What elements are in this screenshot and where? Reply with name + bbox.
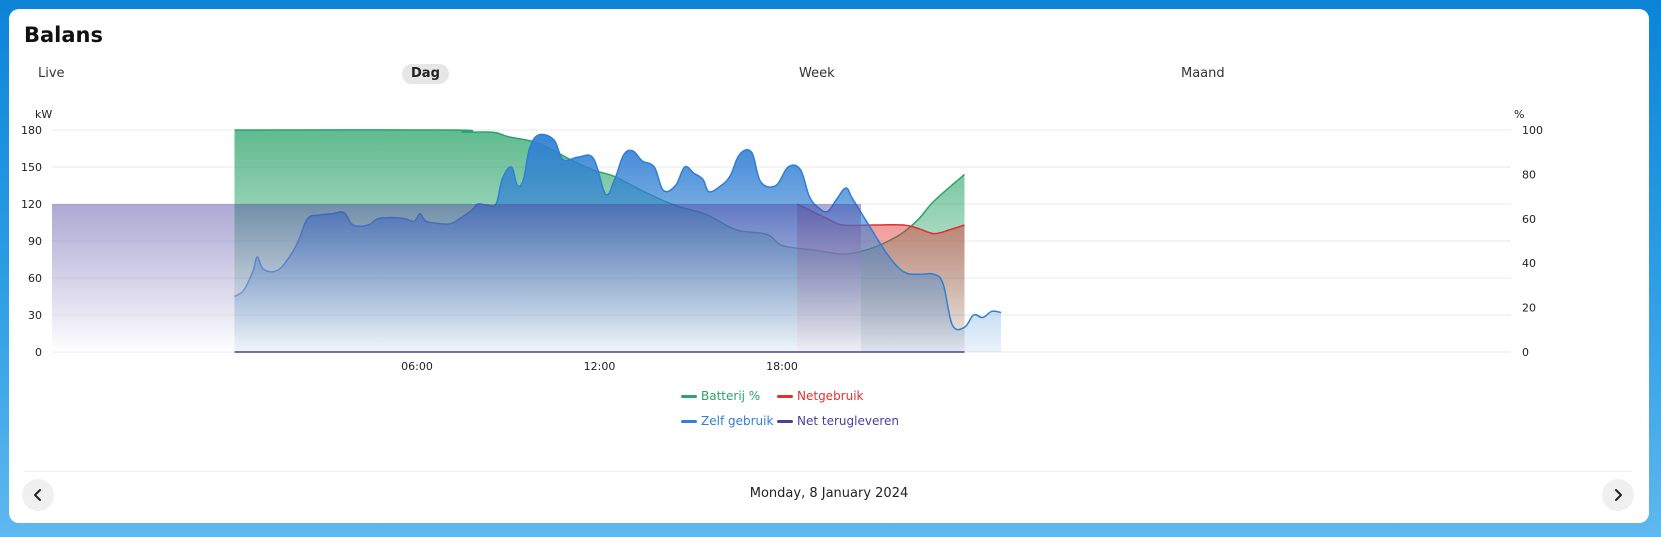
balans-card: Balans Live Dag Week Maand [9, 9, 1649, 523]
right-tick-label: 60 [1522, 213, 1536, 226]
legend-label: Zelf gebruik [701, 414, 774, 428]
series-overlay-band [52, 204, 862, 352]
legend-netgebruik[interactable]: Netgebruik [777, 389, 864, 403]
right-tick-label: 0 [1522, 346, 1529, 359]
right-tick-label: 80 [1522, 168, 1536, 181]
balans-chart: kW % 0 30 60 90 120 150 180 0 20 40 60 80 100 06:00 12… [21, 108, 1543, 373]
next-day-button[interactable] [1602, 479, 1634, 511]
chevron-right-icon [1615, 489, 1622, 501]
tab-maand[interactable]: Maand [1181, 66, 1225, 81]
legend-label: Net terugleveren [797, 414, 899, 428]
footer-divider [24, 471, 1632, 472]
tab-week[interactable]: Week [799, 66, 835, 81]
x-tick-label: 12:00 [584, 360, 616, 373]
left-tick-label: 30 [28, 309, 42, 322]
right-tick-label: 100 [1522, 124, 1543, 137]
chart-axes: kW % 0 30 60 90 120 150 180 0 20 40 60 80 100 06:00 12… [21, 108, 1543, 373]
legend-swatch [681, 395, 697, 398]
tab-dag[interactable]: Dag [402, 64, 449, 84]
x-tick-label: 18:00 [766, 360, 798, 373]
chart-series [52, 129, 1002, 353]
legend-swatch [681, 420, 697, 423]
left-tick-label: 90 [28, 235, 42, 248]
legend-zelf-gebruik[interactable]: Zelf gebruik [681, 414, 773, 428]
right-axis-unit: % [1514, 108, 1524, 121]
left-tick-label: 0 [35, 346, 42, 359]
right-tick-label: 40 [1522, 257, 1536, 270]
x-tick-label: 06:00 [401, 360, 433, 373]
left-axis-unit: kW [35, 108, 52, 121]
date-label: Monday, 8 January 2024 [749, 486, 909, 501]
legend-label: Batterij % [701, 389, 761, 403]
left-tick-label: 60 [28, 272, 42, 285]
right-tick-label: 20 [1522, 302, 1536, 315]
chevron-left-icon [34, 489, 41, 501]
card-title: Balans [24, 23, 103, 47]
left-tick-label: 180 [21, 124, 42, 137]
left-tick-label: 150 [21, 161, 42, 174]
legend-swatch [777, 395, 793, 398]
left-tick-label: 120 [21, 198, 42, 211]
legend-swatch [777, 420, 793, 423]
legend-label: Netgebruik [797, 389, 864, 403]
legend-batterij[interactable]: Batterij % [681, 389, 760, 403]
legend-net-terugleveren[interactable]: Net terugleveren [777, 414, 899, 428]
prev-day-button[interactable] [22, 479, 54, 511]
tab-live[interactable]: Live [38, 66, 65, 81]
